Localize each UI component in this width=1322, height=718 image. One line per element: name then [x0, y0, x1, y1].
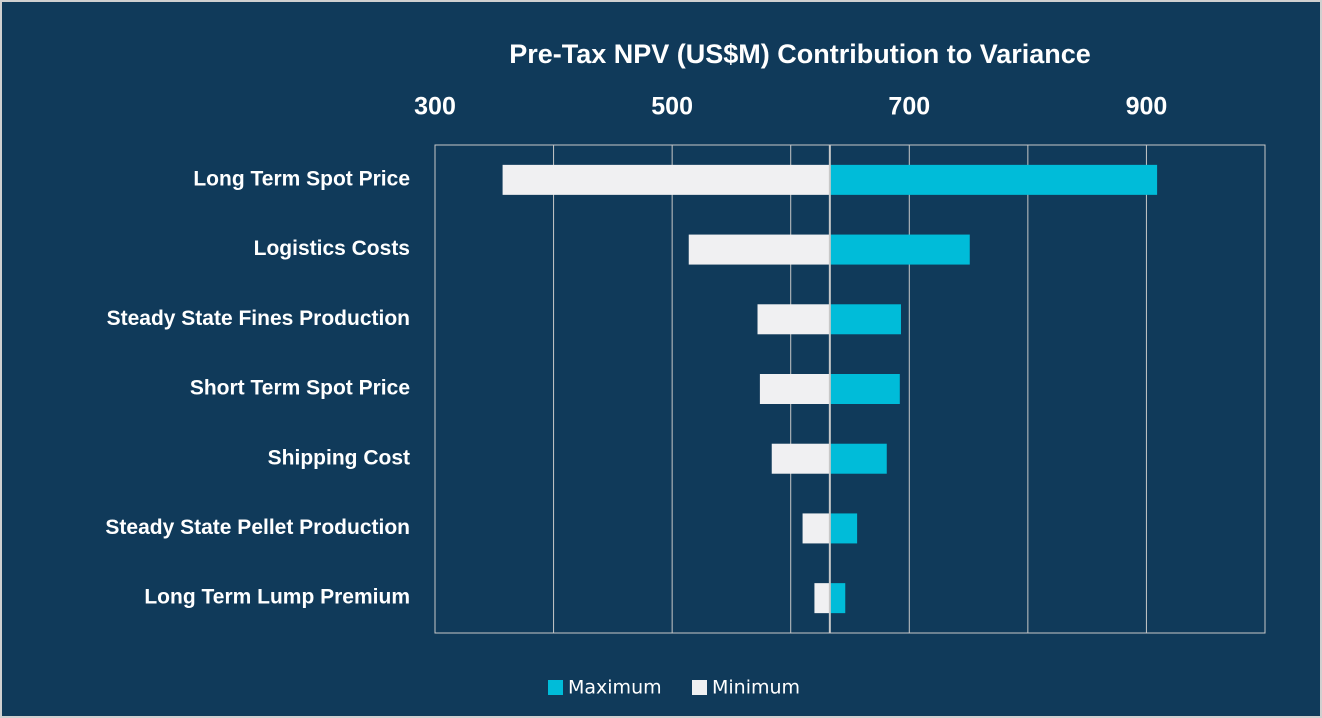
bar [829, 164, 1158, 195]
bar [829, 374, 900, 404]
y-tick-label: Shipping Cost [268, 446, 410, 469]
bar [771, 443, 830, 474]
y-tick-label: Steady State Pellet Production [105, 516, 410, 539]
bar [829, 234, 970, 265]
y-tick-label: Long Term Spot Price [193, 167, 410, 190]
bar [502, 164, 830, 195]
y-tick-label: Short Term Spot Price [190, 377, 410, 400]
legend-label: Maximum [568, 677, 662, 699]
bar [759, 374, 830, 404]
y-tick-label: Long Term Lump Premium [144, 586, 410, 609]
plot-area [434, 144, 1266, 634]
legend-swatch [692, 680, 707, 695]
x-tick-label: 700 [888, 93, 930, 121]
legend-label: Minimum [712, 677, 800, 699]
y-tick-label: Steady State Fines Production [107, 307, 410, 330]
bar [829, 513, 858, 544]
bar [802, 513, 830, 544]
bar [829, 304, 901, 335]
bar [829, 583, 846, 614]
y-tick-label: Logistics Costs [254, 237, 410, 260]
chart-title: Pre-Tax NPV (US$M) Contribution to Varia… [509, 39, 1091, 69]
bar [829, 443, 887, 474]
x-tick-label: 900 [1126, 93, 1168, 121]
bar [757, 304, 830, 335]
bar [688, 234, 830, 265]
bar [814, 583, 830, 614]
x-tick-label: 300 [414, 93, 456, 121]
legend-swatch [548, 680, 563, 695]
x-tick-label: 500 [651, 93, 693, 121]
